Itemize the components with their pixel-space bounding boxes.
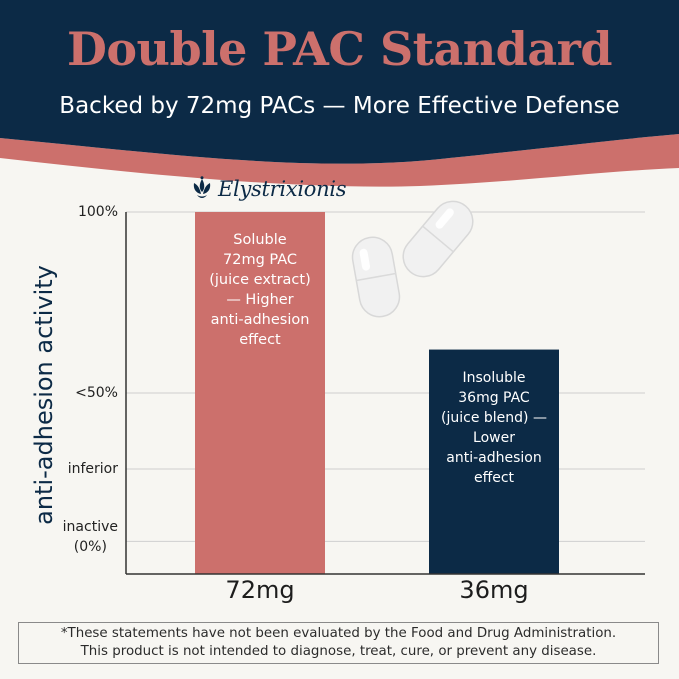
y-tick-label: <50% [75,385,118,401]
y-tick-label: 100% [77,204,118,220]
x-tick-label: 72mg [225,576,295,604]
disclaimer-line-1: *These statements have not been evaluate… [60,626,617,641]
header-navy-wave [0,0,679,164]
bar-annotation: Soluble 72mg PAC (juice extract) — Highe… [209,232,311,348]
bar-annotation: Insoluble 36mg PAC (juice blend) — Lower… [441,369,547,486]
disclaimer-line-2: This product is not intended to diagnose… [80,644,597,659]
page-subtitle: Backed by 72mg PACs — More Effective Def… [59,93,620,119]
bar-36mg [429,349,559,574]
header-accent-wave [0,134,679,187]
leaf-logo-icon [193,176,211,198]
header-background [0,0,679,187]
capsule-illustration [351,200,474,318]
capsule-right-icon [402,200,474,278]
y-tick-label: inferior [67,461,118,478]
fda-disclaimer: *These statements have not been evaluate… [18,622,659,664]
brand-logo: Elystrixionis [190,176,347,202]
x-tick-label: 36mg [459,576,529,604]
y-tick-label: inactive (0%) [62,519,118,556]
bar-72mg [195,212,325,574]
page-title: Double PAC Standard [66,22,613,76]
brand-name: Elystrixionis [218,177,347,201]
bars [195,212,559,574]
capsule-left-icon [351,236,401,318]
